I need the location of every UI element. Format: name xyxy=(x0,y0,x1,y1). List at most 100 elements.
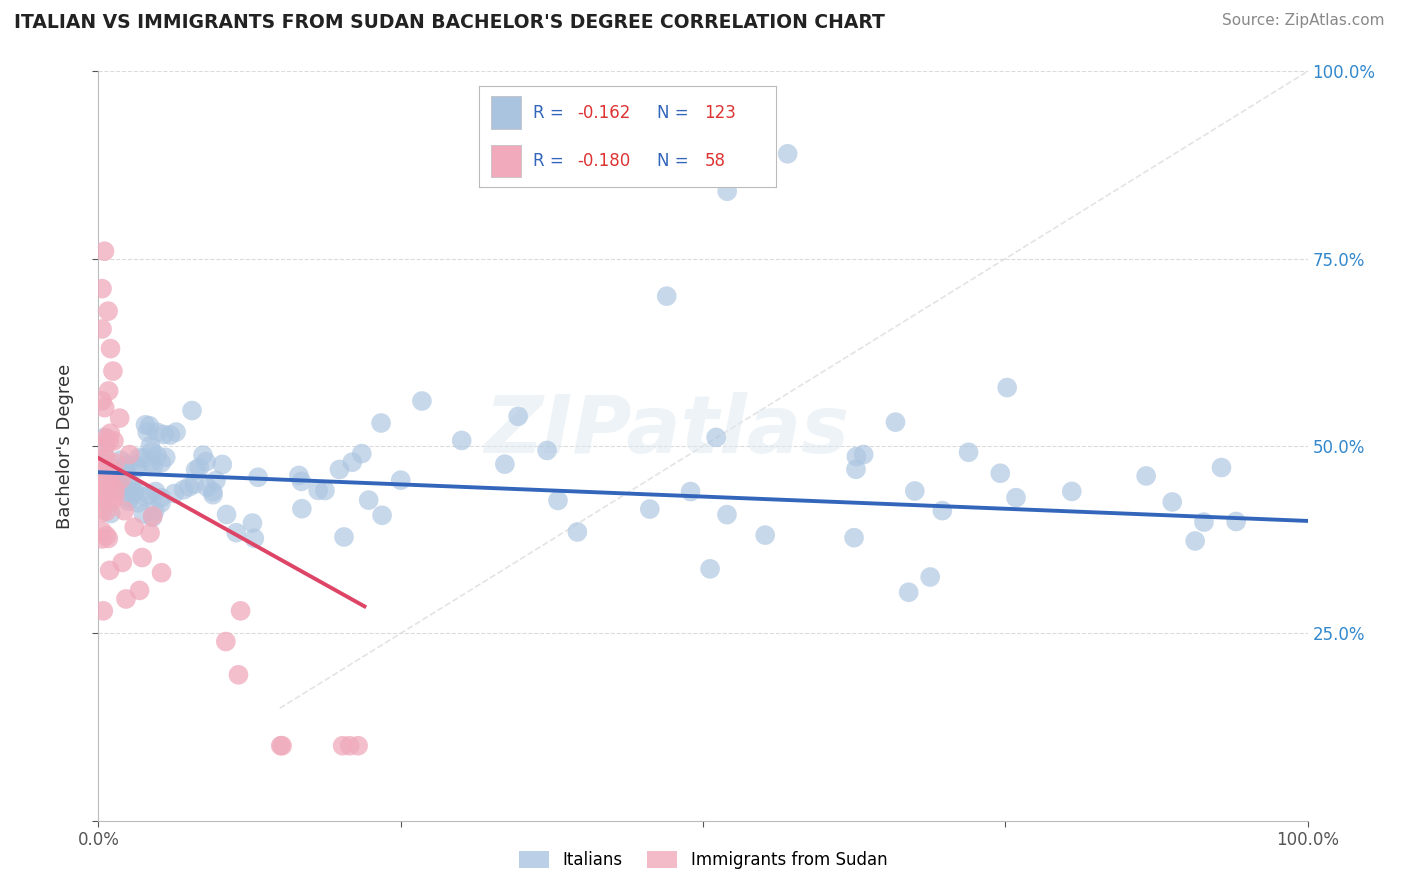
Italians xyxy=(93,465,115,479)
Italians xyxy=(852,448,875,462)
Italians xyxy=(845,450,868,464)
Italians xyxy=(136,425,159,440)
Italians xyxy=(411,394,433,409)
Italians xyxy=(508,409,530,424)
Immigrants from Sudan xyxy=(91,524,114,538)
Italians xyxy=(638,502,661,516)
Italians xyxy=(110,453,132,467)
Immigrants from Sudan xyxy=(93,481,115,495)
Immigrants from Sudan xyxy=(108,411,131,425)
Immigrants from Sudan xyxy=(110,473,132,487)
Italians xyxy=(655,289,678,303)
Italians xyxy=(110,463,132,477)
Immigrants from Sudan xyxy=(94,450,117,464)
Immigrants from Sudan xyxy=(97,491,120,506)
Immigrants from Sudan xyxy=(91,468,114,483)
Immigrants from Sudan xyxy=(97,304,120,318)
Immigrants from Sudan xyxy=(215,634,238,648)
Immigrants from Sudan xyxy=(97,532,120,546)
Immigrants from Sudan xyxy=(104,490,127,504)
Immigrants from Sudan xyxy=(112,504,135,518)
Italians xyxy=(716,184,738,198)
Immigrants from Sudan xyxy=(91,483,114,498)
Italians xyxy=(450,434,472,448)
Immigrants from Sudan xyxy=(96,529,118,543)
Italians xyxy=(547,493,569,508)
Italians xyxy=(184,463,207,477)
Immigrants from Sudan xyxy=(98,434,121,449)
Italians xyxy=(93,487,115,501)
Immigrants from Sudan xyxy=(104,483,127,497)
Immigrants from Sudan xyxy=(228,667,250,681)
Immigrants from Sudan xyxy=(128,583,150,598)
Italians xyxy=(183,477,205,491)
Italians xyxy=(125,458,148,473)
Italians xyxy=(211,458,233,472)
Italians xyxy=(995,380,1018,394)
Italians xyxy=(243,532,266,546)
Italians xyxy=(134,490,156,504)
Italians xyxy=(716,508,738,522)
Italians xyxy=(159,428,181,442)
Immigrants from Sudan xyxy=(103,434,125,448)
Italians xyxy=(704,430,727,444)
Italians xyxy=(118,491,141,505)
Italians xyxy=(288,468,311,483)
Italians xyxy=(143,504,166,518)
Italians xyxy=(389,473,412,487)
Italians xyxy=(567,524,589,539)
Immigrants from Sudan xyxy=(150,566,173,580)
Italians xyxy=(1225,515,1247,529)
Italians xyxy=(138,418,160,433)
Italians xyxy=(370,416,392,430)
Italians xyxy=(194,455,217,469)
Italians xyxy=(128,450,150,465)
Italians xyxy=(776,146,799,161)
Italians xyxy=(357,493,380,508)
Italians xyxy=(146,425,169,440)
Immigrants from Sudan xyxy=(101,364,124,378)
Italians xyxy=(1060,484,1083,499)
Immigrants from Sudan xyxy=(101,463,124,477)
Italians xyxy=(146,449,169,463)
Italians xyxy=(842,531,865,545)
Italians xyxy=(202,488,225,502)
Italians xyxy=(139,455,162,469)
Immigrants from Sudan xyxy=(94,438,117,452)
Immigrants from Sudan xyxy=(347,739,370,753)
Immigrants from Sudan xyxy=(122,520,145,534)
Italians xyxy=(150,496,173,510)
Immigrants from Sudan xyxy=(98,426,121,441)
Immigrants from Sudan xyxy=(91,492,114,507)
Italians xyxy=(139,439,162,453)
Italians xyxy=(141,510,163,524)
Immigrants from Sudan xyxy=(100,342,122,356)
Italians xyxy=(173,483,195,497)
Italians xyxy=(115,457,138,471)
Italians xyxy=(181,403,204,417)
Italians xyxy=(225,525,247,540)
Italians xyxy=(94,475,117,490)
Immigrants from Sudan xyxy=(94,431,117,445)
Italians xyxy=(333,530,356,544)
Italians xyxy=(350,447,373,461)
Immigrants from Sudan xyxy=(139,526,162,541)
Italians xyxy=(114,459,136,474)
Legend: Italians, Immigrants from Sudan: Italians, Immigrants from Sudan xyxy=(512,845,894,876)
Italians xyxy=(205,474,228,488)
Italians xyxy=(138,488,160,502)
Italians xyxy=(142,459,165,474)
Italians xyxy=(134,417,156,432)
Italians xyxy=(1211,460,1233,475)
Italians xyxy=(122,485,145,500)
Immigrants from Sudan xyxy=(131,550,153,565)
Italians xyxy=(314,483,336,498)
Italians xyxy=(127,461,149,475)
Text: ITALIAN VS IMMIGRANTS FROM SUDAN BACHELOR'S DEGREE CORRELATION CHART: ITALIAN VS IMMIGRANTS FROM SUDAN BACHELO… xyxy=(14,13,884,32)
Italians xyxy=(897,585,920,599)
Italians xyxy=(107,480,129,494)
Immigrants from Sudan xyxy=(229,604,252,618)
Italians xyxy=(191,448,214,462)
Immigrants from Sudan xyxy=(270,739,292,753)
Italians xyxy=(124,483,146,498)
